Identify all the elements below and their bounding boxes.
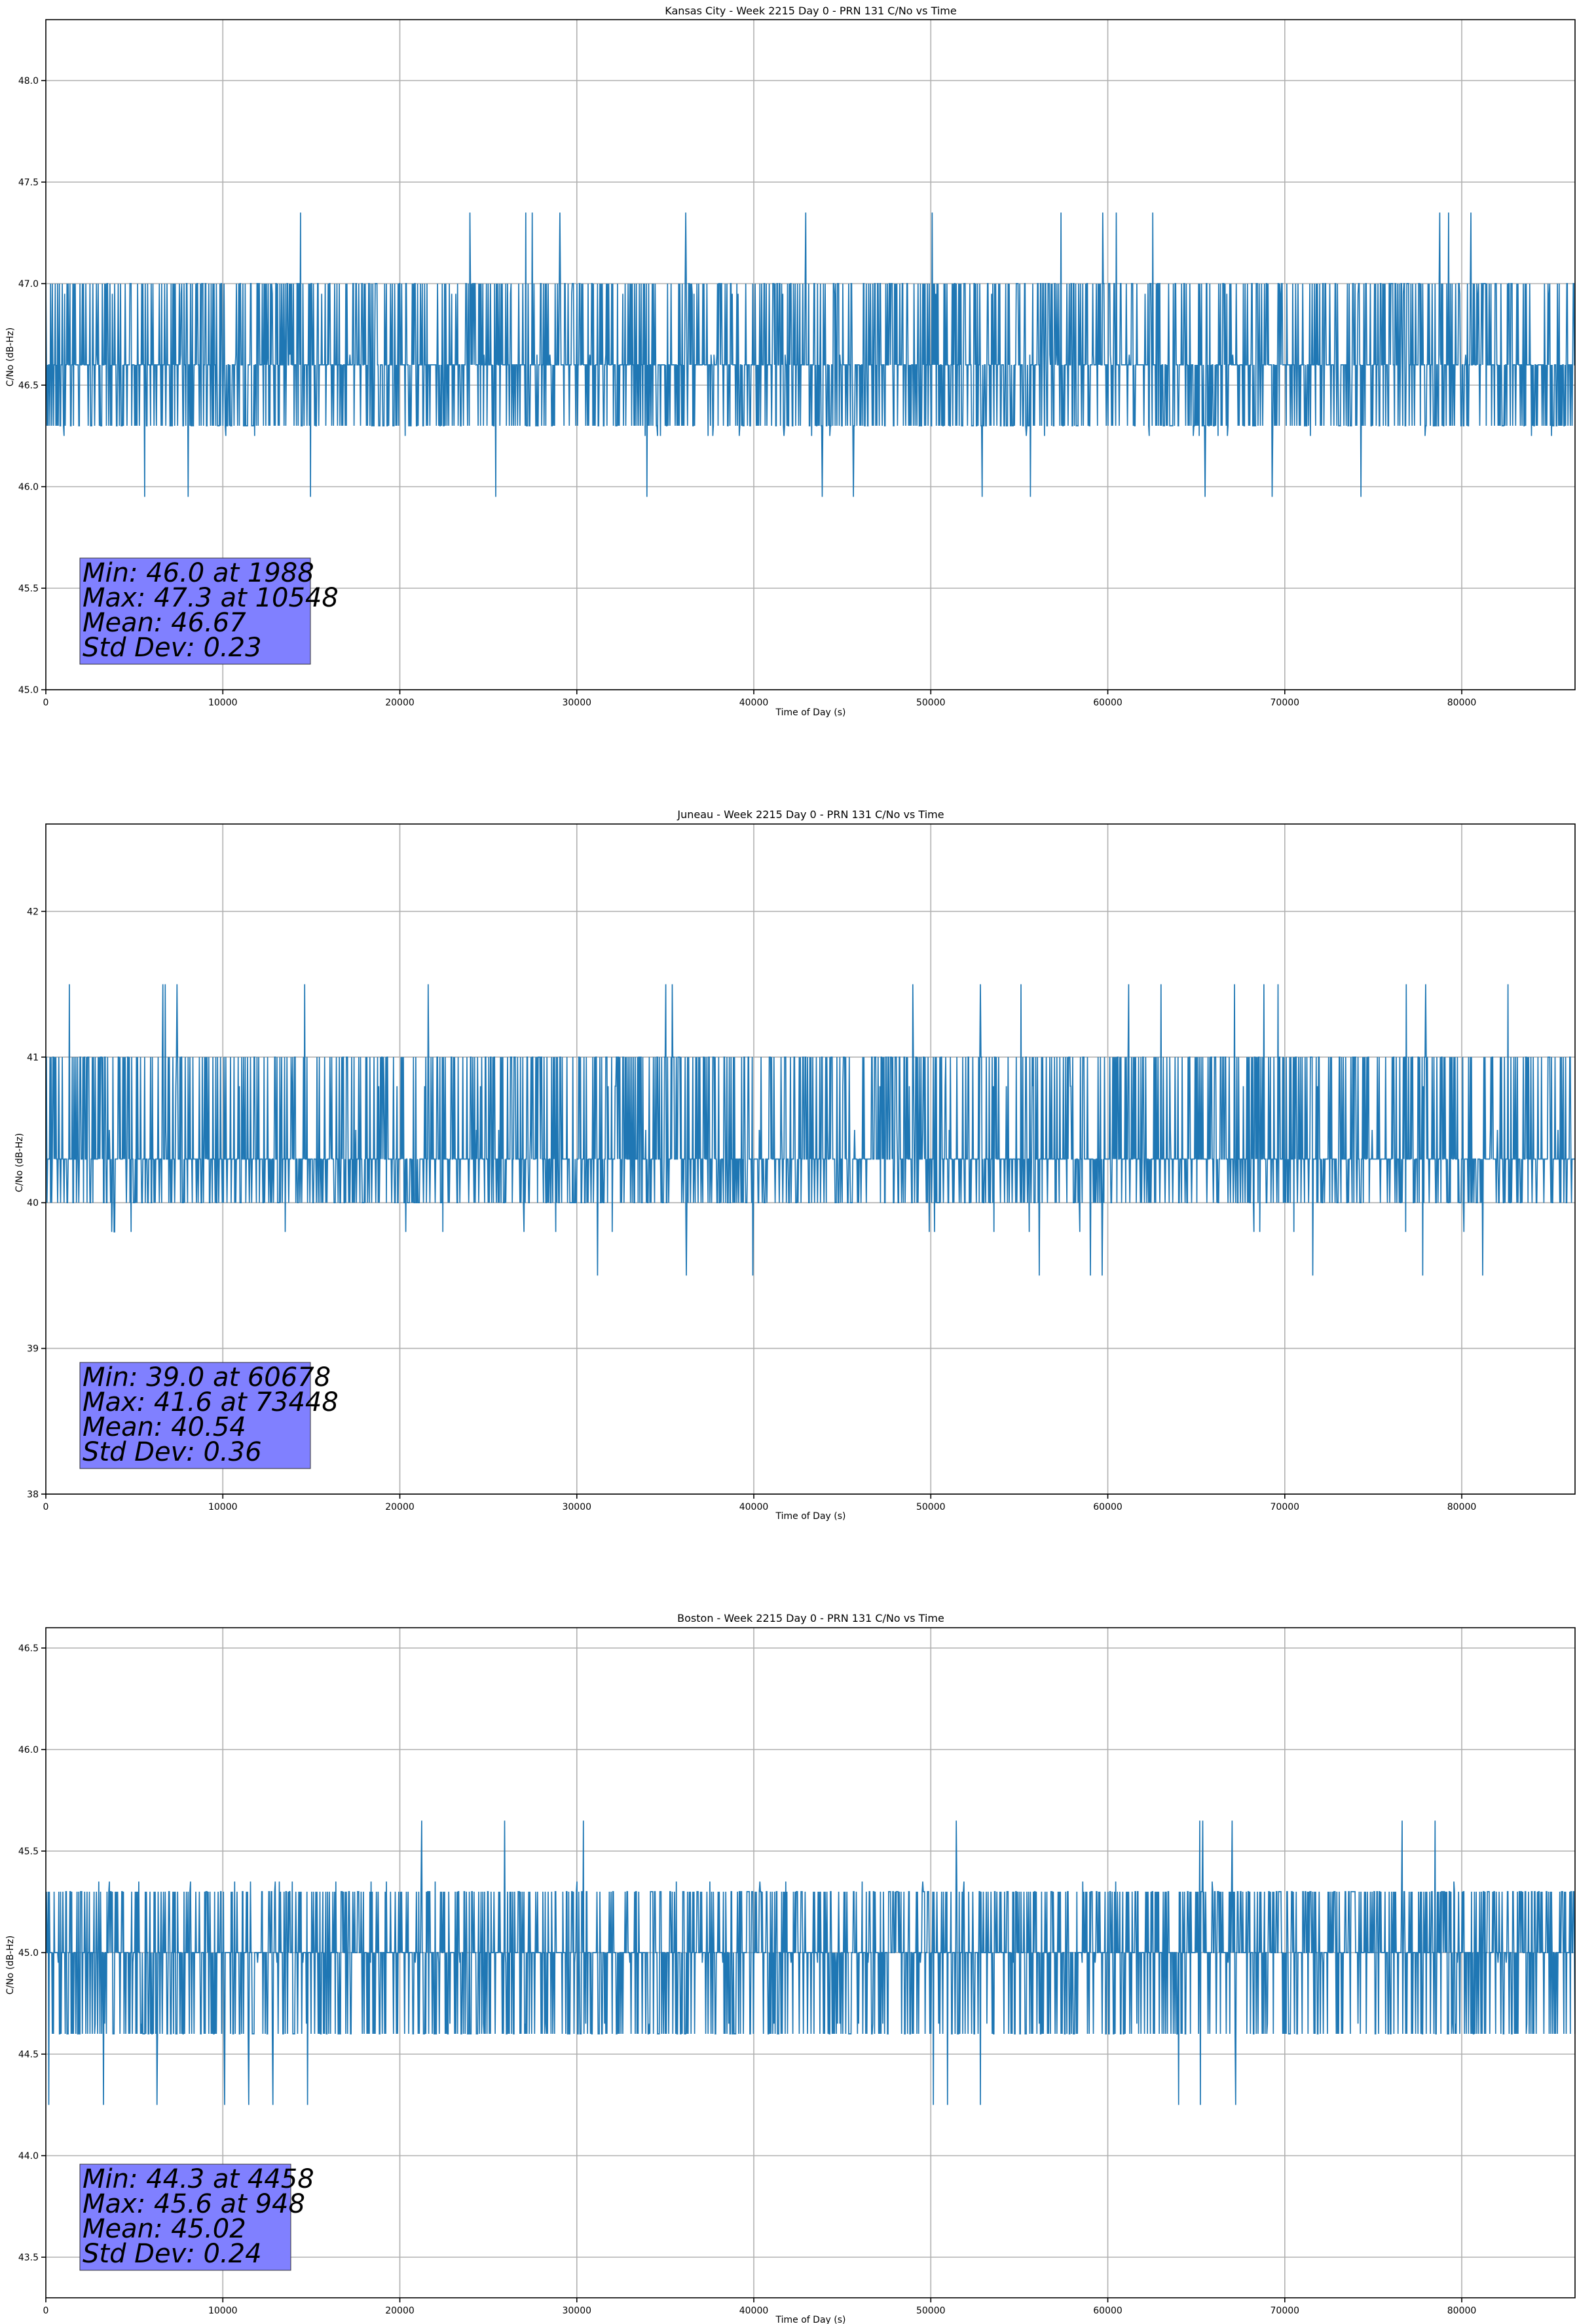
x-tick-label: 20000 xyxy=(385,2306,415,2316)
y-tick-label: 48.0 xyxy=(18,76,39,86)
stats-max: Max: 41.6 at 73448 xyxy=(83,1387,339,1417)
chart-boston: Boston - Week 2215 Day 0 - PRN 131 C/No … xyxy=(5,1612,1576,2324)
y-tick-label: 38 xyxy=(27,1490,39,1500)
y-tick-label: 39 xyxy=(27,1344,39,1355)
y-tick-label: 46.5 xyxy=(18,381,39,391)
y-tick-label: 45.0 xyxy=(18,1948,39,1959)
y-tick-label: 43.5 xyxy=(18,2253,39,2263)
stats-min: Min: 46.0 at 1988 xyxy=(83,558,314,588)
y-tick-label: 45.5 xyxy=(18,584,39,594)
stats-mean: Mean: 45.02 xyxy=(83,2214,246,2244)
y-tick-label: 41 xyxy=(27,1053,39,1063)
chart-title: Boston - Week 2215 Day 0 - PRN 131 C/No … xyxy=(677,1612,944,1624)
x-tick-label: 50000 xyxy=(916,2306,946,2316)
x-tick-label: 80000 xyxy=(1447,698,1477,708)
x-tick-label: 20000 xyxy=(385,1502,415,1512)
x-tick-label: 30000 xyxy=(562,2306,591,2316)
x-tick-label: 60000 xyxy=(1093,2306,1122,2316)
y-tick-label: 46.5 xyxy=(18,1643,39,1654)
x-tick-label: 30000 xyxy=(562,698,591,708)
y-axis-label: C/No (dB-Hz) xyxy=(5,1936,16,1995)
x-tick-label: 70000 xyxy=(1271,698,1300,708)
x-tick-label: 60000 xyxy=(1093,1502,1122,1512)
y-axis-label: C/No (dB-Hz) xyxy=(5,328,16,386)
stats-std-dev: Std Dev: 0.23 xyxy=(83,633,262,663)
x-tick-label: 70000 xyxy=(1271,1502,1300,1512)
x-tick-label: 70000 xyxy=(1271,2306,1300,2316)
plot-frame xyxy=(45,823,1576,1495)
y-tick-label: 44.0 xyxy=(18,2151,39,2162)
stats-box: Min: 39.0 at 60678 Max: 41.6 at 73448 Me… xyxy=(79,1362,339,1469)
y-tick-label: 44.5 xyxy=(18,2050,39,2060)
x-axis-label: Time of Day (s) xyxy=(775,1511,846,1522)
x-tick-label: 30000 xyxy=(562,1502,591,1512)
chart-title: Kansas City - Week 2215 Day 0 - PRN 131 … xyxy=(665,5,956,17)
x-tick-label: 10000 xyxy=(208,2306,238,2316)
series-line xyxy=(46,1820,1575,2105)
stats-max: Max: 47.3 at 10548 xyxy=(83,583,339,613)
stats-max: Max: 45.6 at 948 xyxy=(83,2189,305,2219)
x-tick-label: 50000 xyxy=(916,698,946,708)
y-axis-label: C/No (dB-Hz) xyxy=(14,1133,25,1192)
stats-box-background xyxy=(79,557,311,665)
x-tick-label: 50000 xyxy=(916,1502,946,1512)
x-tick-label: 60000 xyxy=(1093,698,1122,708)
stats-mean: Mean: 46.67 xyxy=(83,608,246,638)
stats-min: Min: 39.0 at 60678 xyxy=(83,1362,331,1393)
y-tick-label: 46.0 xyxy=(18,1745,39,1755)
y-tick-label: 47.0 xyxy=(18,279,39,290)
series-line xyxy=(46,984,1575,1276)
y-tick-label: 42 xyxy=(27,907,39,917)
chart-kansas-city: Kansas City - Week 2215 Day 0 - PRN 131 … xyxy=(5,5,1576,718)
stats-std-dev: Std Dev: 0.24 xyxy=(83,2239,262,2269)
x-tick-label: 80000 xyxy=(1447,2306,1477,2316)
x-tick-label: 10000 xyxy=(208,698,238,708)
stats-box: Min: 44.3 at 4458 Max: 45.6 at 948 Mean:… xyxy=(79,2164,314,2271)
stats-min: Min: 44.3 at 4458 xyxy=(83,2164,314,2194)
plot-frame xyxy=(45,19,1576,690)
stats-std-dev: Std Dev: 0.36 xyxy=(83,1437,262,1467)
stats-box-background xyxy=(79,2164,291,2271)
x-tick-label: 20000 xyxy=(385,698,415,708)
y-tick-label: 46.0 xyxy=(18,482,39,493)
y-tick-label: 45.0 xyxy=(18,685,39,696)
stats-mean: Mean: 40.54 xyxy=(83,1412,246,1442)
x-axis-label: Time of Day (s) xyxy=(775,707,846,718)
chart-title: Juneau - Week 2215 Day 0 - PRN 131 C/No … xyxy=(677,808,944,821)
x-tick-label: 0 xyxy=(43,698,49,708)
y-tick-label: 47.5 xyxy=(18,178,39,188)
y-tick-label: 45.5 xyxy=(18,1846,39,1857)
chart-juneau: Juneau - Week 2215 Day 0 - PRN 131 C/No … xyxy=(14,808,1576,1522)
x-tick-label: 40000 xyxy=(739,698,769,708)
stats-box: Min: 46.0 at 1988 Max: 47.3 at 10548 Mea… xyxy=(79,557,339,665)
x-tick-label: 10000 xyxy=(208,1502,238,1512)
series-line xyxy=(46,212,1575,497)
plot-frame xyxy=(45,1627,1576,2298)
x-tick-label: 0 xyxy=(43,2306,49,2316)
stats-box-background xyxy=(79,1362,311,1469)
x-axis-label: Time of Day (s) xyxy=(775,2315,846,2324)
x-tick-label: 0 xyxy=(43,1502,49,1512)
x-tick-label: 40000 xyxy=(739,1502,769,1512)
x-tick-label: 80000 xyxy=(1447,1502,1477,1512)
y-tick-label: 40 xyxy=(27,1198,39,1209)
x-tick-label: 40000 xyxy=(739,2306,769,2316)
